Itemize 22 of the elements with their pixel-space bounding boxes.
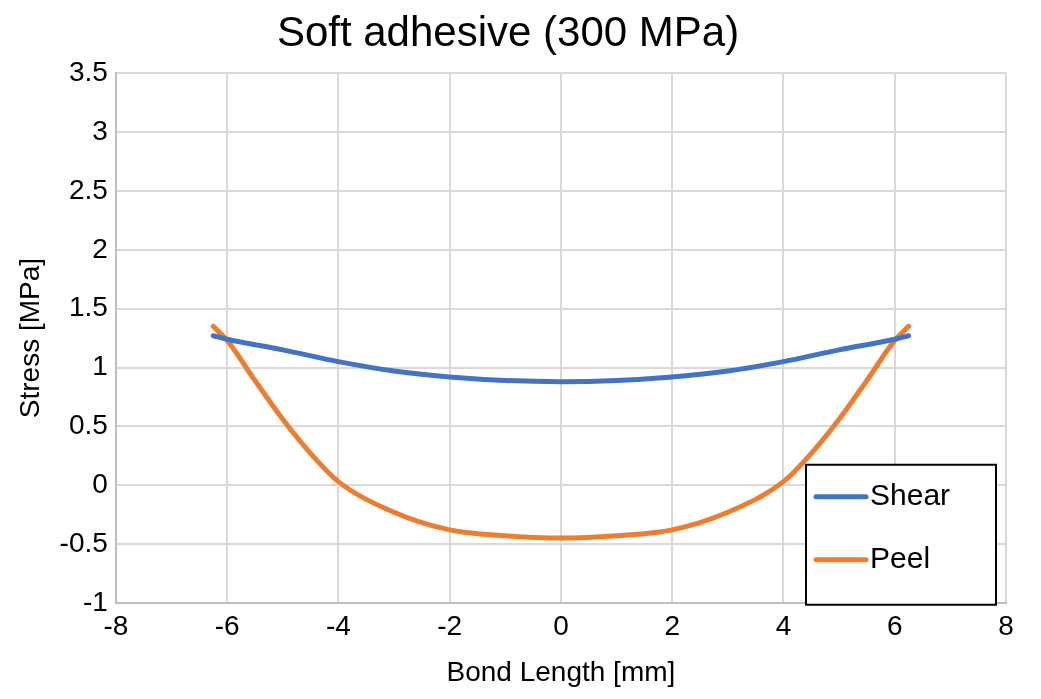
x-axis-title: Bond Length [mm] [446,655,676,687]
y-tick-label: 1.5 [68,291,108,323]
y-tick-label: 1 [92,350,108,382]
chart-title: Soft adhesive (300 MPa) [276,7,740,55]
legend-label: Shear [870,478,951,512]
x-tick-label: 0 [553,610,569,642]
y-tick-label: -0.5 [59,526,108,558]
x-tick-label: 6 [886,610,903,642]
x-tick-label: 4 [775,610,792,642]
y-tick-label: 0.5 [68,409,108,441]
y-tick-label: 2.5 [68,173,108,205]
x-tick-label: -4 [325,610,351,642]
y-tick-label: 3.5 [68,56,108,88]
legend-label: Peel [870,541,931,575]
x-tick-label: -2 [437,610,463,642]
x-tick-label: 2 [664,610,680,642]
y-tick-label: 3 [92,114,108,146]
y-axis-title: Stress [MPa] [13,257,45,419]
y-tick-label: 2 [92,232,108,264]
x-tick-label: 8 [998,610,1014,642]
x-tick-label: -6 [214,610,240,642]
y-tick-label: 0 [92,467,108,499]
